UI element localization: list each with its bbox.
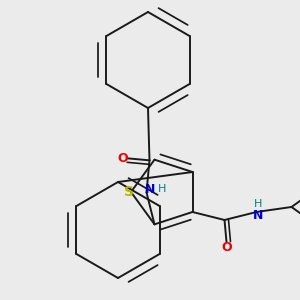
Text: O: O (117, 152, 128, 165)
Text: N: N (253, 209, 264, 223)
Text: N: N (145, 183, 156, 196)
Text: H: H (158, 184, 167, 194)
Text: S: S (124, 185, 134, 199)
Text: H: H (254, 199, 263, 209)
Text: O: O (221, 242, 232, 254)
